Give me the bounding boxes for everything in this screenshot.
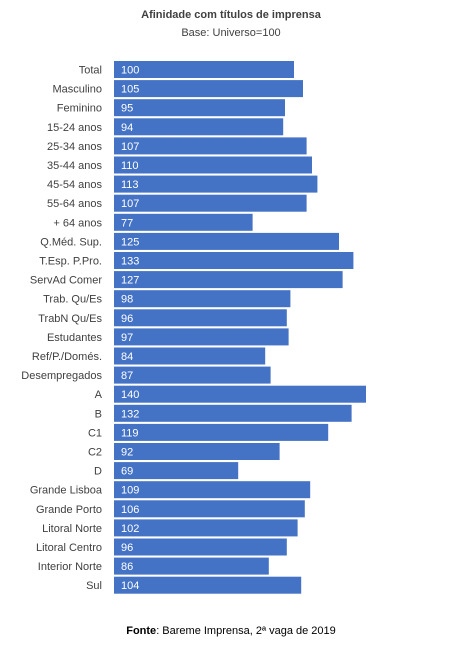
data-label: 96 <box>121 542 133 554</box>
data-label: 109 <box>121 485 139 497</box>
bar <box>114 576 302 594</box>
category-label: Sul <box>86 580 102 592</box>
bar <box>114 462 239 480</box>
data-label: 127 <box>121 275 139 287</box>
bar <box>114 538 287 556</box>
bar <box>114 347 266 365</box>
data-label: 107 <box>121 198 139 210</box>
bar <box>114 385 366 403</box>
data-label: 94 <box>121 122 133 134</box>
bar <box>114 366 271 384</box>
data-label: 84 <box>121 351 133 363</box>
data-label: 98 <box>121 294 133 306</box>
category-label: Masculino <box>52 84 102 96</box>
data-label: 102 <box>121 523 139 535</box>
data-label: 125 <box>121 236 139 248</box>
data-label: 96 <box>121 313 133 325</box>
data-label: 140 <box>121 389 139 401</box>
bar <box>114 99 285 117</box>
category-label: Ref/P./Domés. <box>32 351 102 363</box>
category-label: Grande Lisboa <box>30 485 103 497</box>
category-label: Desempregados <box>21 370 102 382</box>
category-label: Grande Porto <box>36 504 102 516</box>
category-label: + 64 anos <box>53 217 102 229</box>
category-label: C1 <box>88 427 102 439</box>
data-label: 110 <box>121 160 139 172</box>
bar <box>114 500 305 518</box>
data-label: 119 <box>121 427 139 439</box>
data-label: 95 <box>121 103 133 115</box>
bar <box>114 252 354 269</box>
bar <box>114 156 312 174</box>
bar <box>114 481 311 499</box>
category-label: B <box>95 408 102 420</box>
category-label: C2 <box>88 447 102 459</box>
data-label: 104 <box>121 580 139 592</box>
data-label: 107 <box>121 141 139 153</box>
category-label: Total <box>79 65 102 77</box>
category-label: TrabN Qu/Es <box>38 313 102 325</box>
data-label: 97 <box>121 332 133 344</box>
data-label: 113 <box>121 179 139 191</box>
category-label: 25-34 anos <box>47 141 103 153</box>
bar <box>114 61 294 78</box>
bar <box>114 328 289 346</box>
bar <box>114 80 303 98</box>
bar <box>114 213 253 231</box>
bar <box>114 137 307 155</box>
category-label: Trab. Qu/Es <box>43 294 102 306</box>
data-label: 133 <box>121 256 139 268</box>
bar <box>114 232 339 250</box>
category-label: A <box>95 389 103 401</box>
bar <box>114 290 291 308</box>
data-label: 105 <box>121 84 139 96</box>
bar <box>114 309 287 327</box>
category-label: Interior Norte <box>38 561 102 573</box>
bar <box>114 519 298 537</box>
category-label: 45-54 anos <box>47 179 103 191</box>
chart-title: Afinidade com títulos de imprensa <box>141 9 321 21</box>
source-note: Fonte: Bareme Imprensa, 2ª vaga de 2019 <box>0 625 462 637</box>
category-label: Q.Méd. Sup. <box>40 236 102 248</box>
bar <box>114 404 352 422</box>
data-label: 69 <box>121 466 133 478</box>
data-label: 106 <box>121 504 139 516</box>
data-label: 77 <box>121 217 133 229</box>
bar <box>114 271 343 289</box>
category-label: Estudantes <box>47 332 103 344</box>
category-label: Feminino <box>57 103 102 115</box>
bar <box>114 557 269 575</box>
source-label: Fonte <box>126 625 157 637</box>
category-label: 35-44 anos <box>47 160 103 172</box>
category-label: 15-24 anos <box>47 122 103 134</box>
bar <box>114 423 329 441</box>
bar <box>114 194 307 212</box>
data-label: 100 <box>121 65 139 77</box>
bar <box>114 443 280 460</box>
bar <box>114 118 284 136</box>
source-text: : Bareme Imprensa, 2ª vaga de 2019 <box>156 625 336 637</box>
category-label: 55-64 anos <box>47 198 103 210</box>
category-label: Litoral Norte <box>42 523 102 535</box>
category-label: T.Esp. P.Pro. <box>39 256 102 268</box>
data-label: 132 <box>121 408 139 420</box>
category-label: Litoral Centro <box>36 542 102 554</box>
data-label: 87 <box>121 370 133 382</box>
bar <box>114 175 318 193</box>
category-label: D <box>94 466 102 478</box>
data-label: 92 <box>121 447 133 459</box>
data-label: 86 <box>121 561 133 573</box>
category-label: ServAd Comer <box>30 275 102 287</box>
chart-subtitle: Base: Universo=100 <box>181 27 281 39</box>
